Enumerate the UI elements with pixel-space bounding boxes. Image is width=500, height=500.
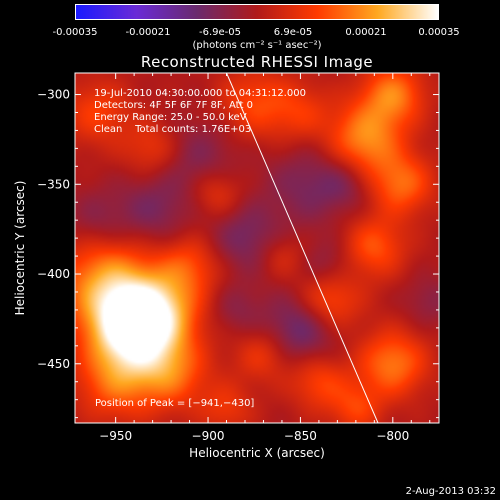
chart-title: Reconstructed RHESSI Image (140, 53, 374, 71)
y-axis-label: Heliocentric Y (arcsec) (13, 181, 27, 316)
x-axis: −950 −900 −850 −800 (99, 73, 431, 443)
colorbar-tick-label: 6.9e-05 (273, 27, 313, 38)
colorbar-tick-label: -0.00035 (52, 27, 98, 38)
colorbar-tick-label: -0.00021 (125, 27, 171, 38)
y-tick-label: −400 (37, 267, 70, 281)
info-clean-counts: Clean Total counts: 1.76E+03 (94, 124, 252, 135)
colorbar-gradient (75, 4, 439, 20)
colorbar-tick-label: 0.00021 (345, 27, 387, 38)
colorbar-tick-label: -6.9e-05 (199, 27, 241, 38)
colorbar-unit-label: (photons cm⁻² s⁻¹ asec⁻²) (192, 40, 322, 51)
peak-position-label: Position of Peak = [−941,−430] (95, 398, 255, 409)
y-tick-label: −450 (37, 357, 70, 371)
footer-date-stamp: 2-Aug-2013 03:32 (405, 486, 496, 497)
x-tick-label: −950 (99, 429, 132, 443)
x-tick-label: −900 (192, 429, 225, 443)
info-time-range: 19-Jul-2010 04:30:00.000 to 04:31:12.000 (94, 88, 306, 99)
x-tick-label: −850 (284, 429, 317, 443)
y-axis: −300 −350 −400 −450 (37, 88, 439, 419)
y-tick-label: −300 (37, 88, 70, 102)
solar-limb-line (226, 72, 379, 424)
colorbar-tick-label: 0.00035 (418, 27, 460, 38)
x-axis-label: Heliocentric X (arcsec) (189, 446, 325, 460)
plot-frame (74, 72, 440, 424)
heatmap-image (75, 73, 439, 423)
x-tick-label: −800 (376, 429, 409, 443)
colorbar (75, 4, 439, 20)
info-energy-range: Energy Range: 25.0 - 50.0 keV (94, 112, 247, 123)
info-detectors: Detectors: 4F 5F 6F 7F 8F, Att 0 (94, 100, 254, 111)
y-tick-label: −350 (37, 177, 70, 191)
